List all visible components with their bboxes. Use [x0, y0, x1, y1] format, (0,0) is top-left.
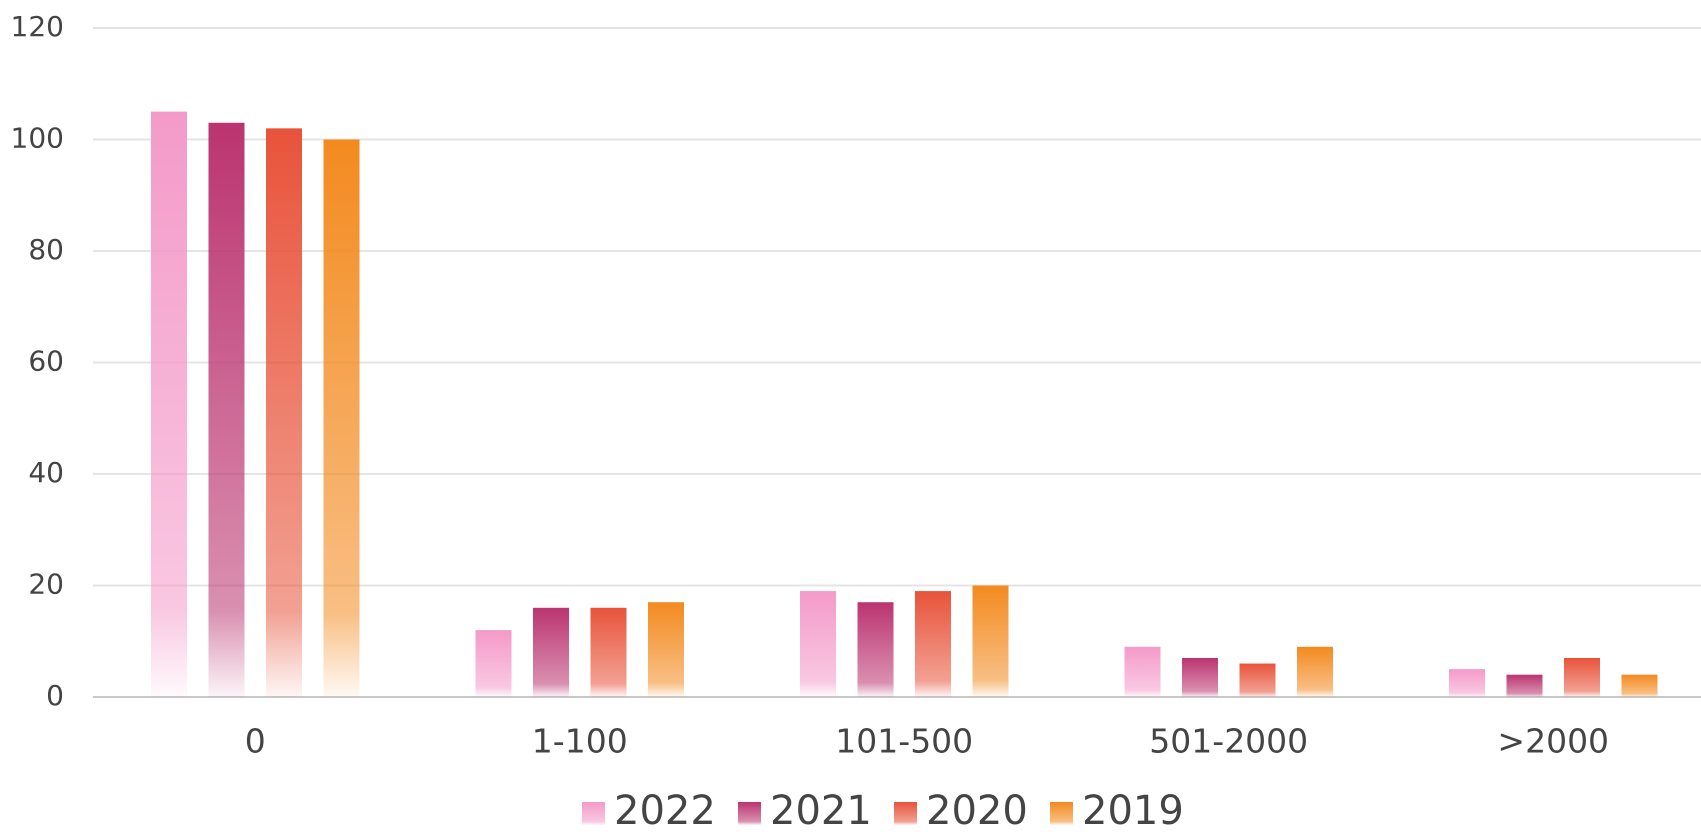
bar [1297, 646, 1333, 697]
legend-swatch [894, 802, 917, 825]
bar [857, 602, 894, 697]
legend-swatch [1050, 802, 1073, 825]
bar [1239, 663, 1276, 697]
y-tick-label: 100 [11, 122, 64, 155]
y-tick-label: 0 [46, 679, 64, 712]
bar [800, 591, 836, 697]
x-tick-label: 101-500 [835, 722, 973, 761]
bar [648, 602, 684, 697]
bar [1449, 669, 1485, 697]
bar [533, 607, 569, 697]
bar [1506, 674, 1543, 697]
x-tick-label: >2000 [1497, 722, 1609, 761]
y-tick-label: 60 [28, 345, 64, 378]
bar [323, 139, 360, 697]
bar [1564, 657, 1600, 697]
legend-label: 2022 [614, 788, 716, 832]
x-tick-label: 0 [245, 722, 266, 761]
bar [972, 585, 1009, 697]
bar [1124, 646, 1161, 697]
bar [915, 591, 951, 697]
bar [590, 607, 627, 697]
y-tick-label: 20 [28, 568, 64, 601]
legend-label: 2019 [1082, 788, 1184, 832]
x-tick-label: 1-100 [532, 722, 628, 761]
bar [266, 128, 302, 698]
y-tick-label: 120 [11, 10, 64, 43]
legend-label: 2020 [926, 788, 1028, 832]
legend-swatch [582, 802, 605, 825]
bar [1621, 674, 1658, 697]
y-tick-label: 40 [28, 456, 64, 489]
legend-label: 2021 [770, 788, 872, 832]
y-tick-label: 80 [28, 233, 64, 266]
bar [151, 111, 187, 697]
bar [208, 122, 245, 697]
bar [1182, 657, 1218, 697]
bar [475, 630, 512, 697]
legend-swatch [738, 802, 761, 825]
x-tick-label: 501-2000 [1149, 722, 1308, 761]
